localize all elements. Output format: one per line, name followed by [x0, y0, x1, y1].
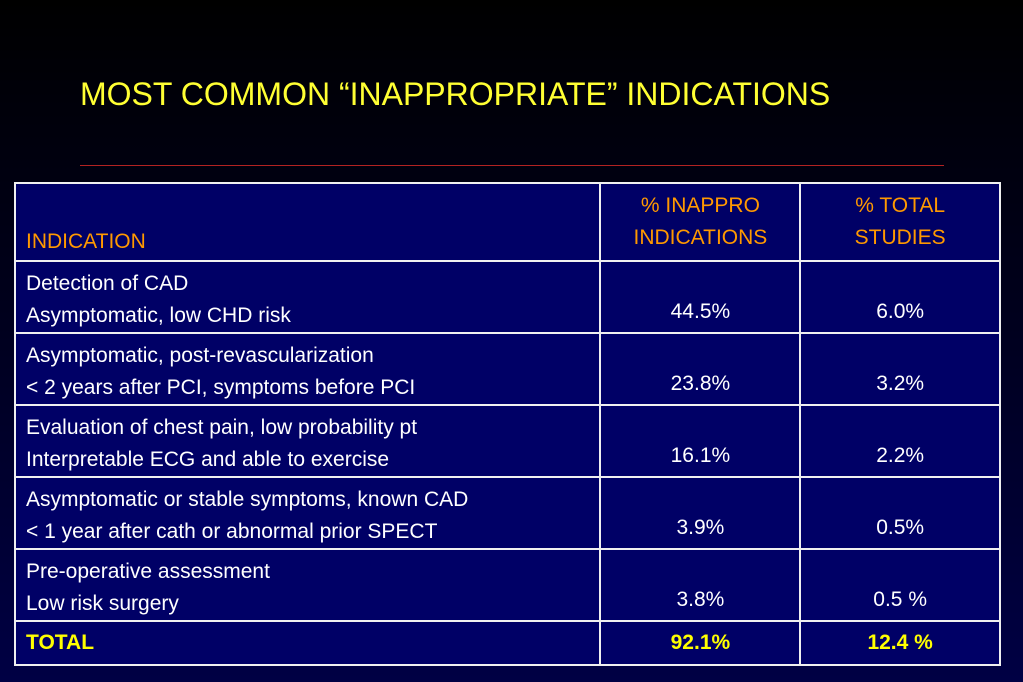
inappro-value: 44.5% — [599, 260, 802, 334]
inappro-value: 3.8% — [599, 548, 802, 622]
indication-cell: Evaluation of chest pain, low probabilit… — [13, 404, 602, 478]
table-row: Asymptomatic, post-revascularization < 2… — [13, 332, 1001, 406]
title-divider — [80, 165, 944, 166]
header-inappro-indications: % INAPPRO INDICATIONS — [599, 182, 802, 262]
inappro-value: 16.1% — [599, 404, 802, 478]
table-header-row: INDICATION % INAPPRO INDICATIONS % TOTAL… — [13, 182, 1001, 262]
total-label: TOTAL — [13, 620, 602, 666]
total-row: TOTAL 92.1% 12.4 % — [13, 620, 1001, 666]
total-inappro-value: 92.1% — [599, 620, 802, 666]
table-row: Evaluation of chest pain, low probabilit… — [13, 404, 1001, 478]
header-total-line2: STUDIES — [854, 226, 946, 249]
total-studies-value: 0.5% — [799, 476, 1001, 550]
header-total-line1: % TOTAL — [855, 194, 946, 217]
indication-line2: Interpretable ECG and able to exercise — [26, 448, 390, 471]
header-inappro-line2: INDICATIONS — [633, 226, 768, 249]
indication-line2: Asymptomatic, low CHD risk — [26, 304, 291, 327]
inappro-value: 23.8% — [599, 332, 802, 406]
table-row: Pre-operative assessment Low risk surger… — [13, 548, 1001, 622]
indication-line1: Asymptomatic or stable symptoms, known C… — [26, 488, 469, 511]
table-row: Detection of CAD Asymptomatic, low CHD r… — [13, 260, 1001, 334]
indication-line1: Detection of CAD — [26, 272, 189, 295]
header-total-studies: % TOTAL STUDIES — [799, 182, 1001, 262]
indication-cell: Asymptomatic or stable symptoms, known C… — [13, 476, 602, 550]
slide-title: MOST COMMON “INAPPROPRIATE” INDICATIONS — [80, 76, 831, 112]
inappro-value: 3.9% — [599, 476, 802, 550]
total-studies-value: 2.2% — [799, 404, 1001, 478]
indication-line2: < 2 years after PCI, symptoms before PCI — [26, 376, 416, 399]
header-inappro-line1: % INAPPRO — [640, 194, 760, 217]
indication-line2: Low risk surgery — [26, 592, 179, 615]
indication-cell: Asymptomatic, post-revascularization < 2… — [13, 332, 602, 406]
header-indication: INDICATION — [13, 182, 602, 262]
total-studies-value: 0.5 % — [799, 548, 1001, 622]
table-row: Asymptomatic or stable symptoms, known C… — [13, 476, 1001, 550]
total-studies-sum-value: 12.4 % — [799, 620, 1001, 666]
indication-cell: Pre-operative assessment Low risk surger… — [13, 548, 602, 622]
indication-line2: < 1 year after cath or abnormal prior SP… — [26, 520, 438, 543]
total-studies-value: 3.2% — [799, 332, 1001, 406]
indication-cell: Detection of CAD Asymptomatic, low CHD r… — [13, 260, 602, 334]
total-studies-value: 6.0% — [799, 260, 1001, 334]
indication-line1: Pre-operative assessment — [26, 560, 270, 583]
indications-table: INDICATION % INAPPRO INDICATIONS % TOTAL… — [13, 182, 1001, 666]
indication-line1: Asymptomatic, post-revascularization — [26, 344, 374, 367]
indication-line1: Evaluation of chest pain, low probabilit… — [26, 416, 418, 439]
